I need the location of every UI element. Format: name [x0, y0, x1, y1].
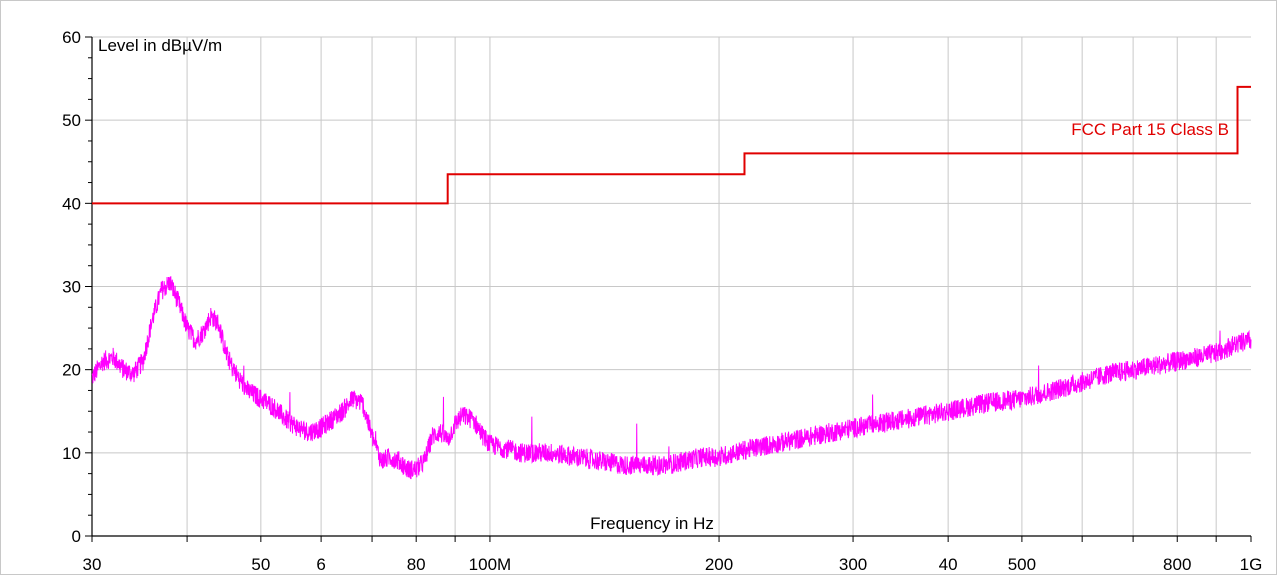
x-axis: 30 50 6 80 100M 200 300 40 500 800 1G	[83, 535, 1263, 574]
x-tick-label: 100M	[469, 555, 512, 574]
y-axis-label: Level in dBµV/m	[98, 36, 222, 55]
y-tick-label: 10	[62, 444, 81, 463]
y-tick-label: 60	[62, 28, 81, 47]
y-axis: 0 10 20 30 40 50 60	[62, 28, 93, 546]
measurement-trace	[91, 276, 1252, 480]
y-tick-label: 30	[62, 278, 81, 297]
x-tick-label: 300	[839, 555, 867, 574]
x-tick-label: 30	[83, 555, 102, 574]
x-tick-label: 200	[705, 555, 733, 574]
x-tick-label: 50	[251, 555, 270, 574]
limit-line	[92, 85, 1251, 205]
y-tick-label: 20	[62, 361, 81, 380]
limit-line-label: FCC Part 15 Class B	[1071, 120, 1229, 139]
x-tick-label: 1G	[1240, 555, 1263, 574]
y-tick-label: 50	[62, 111, 81, 130]
x-tick-label: 800	[1163, 555, 1191, 574]
x-tick-label: 80	[407, 555, 426, 574]
x-tick-label: 40	[939, 555, 958, 574]
x-tick-label: 6	[316, 555, 325, 574]
grid-lines	[92, 36, 1251, 537]
x-tick-label: 500	[1008, 555, 1036, 574]
y-tick-label: 40	[62, 194, 81, 213]
y-tick-label: 0	[72, 527, 81, 546]
x-axis-label: Frequency in Hz	[590, 514, 714, 533]
